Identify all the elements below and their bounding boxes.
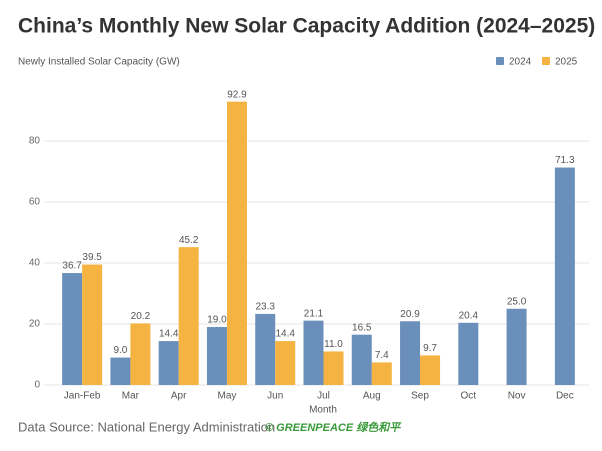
bar <box>554 167 575 385</box>
y-axis-label: Newly Installed Solar Capacity (GW) <box>18 57 180 68</box>
value-label: 71.3 <box>555 155 575 166</box>
value-label: 36.7 <box>62 261 82 272</box>
value-label: 45.2 <box>179 235 199 246</box>
bar <box>351 334 372 385</box>
value-label: 20.4 <box>459 310 479 321</box>
bar <box>62 273 83 385</box>
value-label: 92.9 <box>227 89 247 100</box>
x-tick-label: Dec <box>556 391 574 402</box>
x-tick-label: Aug <box>363 391 381 402</box>
legend-label: 2025 <box>555 57 578 68</box>
value-label: 19.0 <box>207 315 227 326</box>
x-tick-label: May <box>218 391 237 402</box>
x-axis-label: Month <box>309 405 337 416</box>
value-label: 20.9 <box>400 309 420 320</box>
x-tick-label: Jun <box>267 391 283 402</box>
bar <box>323 351 344 385</box>
y-tick-label: 80 <box>29 136 41 147</box>
bar <box>420 355 441 385</box>
legend-swatch <box>496 57 504 65</box>
logo: © GREENPEACE 绿色和平 <box>265 421 402 434</box>
bar <box>110 357 131 385</box>
value-label: 7.4 <box>375 350 389 361</box>
y-tick-label: 60 <box>29 197 41 208</box>
value-label: 14.4 <box>159 329 179 340</box>
bar <box>178 247 199 385</box>
value-label: 14.4 <box>275 329 295 340</box>
chart-title: China’s Monthly New Solar Capacity Addit… <box>18 15 595 38</box>
value-label: 16.5 <box>352 322 372 333</box>
value-label: 25.0 <box>507 296 527 307</box>
y-tick-label: 40 <box>29 258 41 269</box>
bar <box>130 323 151 385</box>
bar <box>303 320 324 385</box>
x-tick-label: Jul <box>317 391 330 402</box>
bar <box>275 341 296 385</box>
legend-swatch <box>542 57 550 65</box>
value-label: 23.3 <box>255 302 275 313</box>
x-tick-label: Mar <box>122 391 140 402</box>
x-tick-label: Sep <box>411 391 429 402</box>
source: Data Source: National Energy Administrat… <box>18 419 275 434</box>
bar <box>400 321 421 385</box>
bar <box>206 327 227 385</box>
bar <box>226 101 247 385</box>
bar <box>158 341 179 385</box>
x-tick-label: Oct <box>461 391 477 402</box>
bar <box>255 313 276 385</box>
bar <box>506 308 527 385</box>
value-label: 9.7 <box>423 343 437 354</box>
value-label: 39.5 <box>82 252 102 263</box>
value-label: 11.0 <box>324 339 343 350</box>
legend-label: 2024 <box>509 57 532 68</box>
value-label: 20.2 <box>131 311 151 322</box>
y-tick-label: 20 <box>29 319 41 330</box>
value-label: 9.0 <box>113 345 127 356</box>
bar <box>82 264 103 385</box>
bar <box>371 362 392 385</box>
value-label: 21.1 <box>304 308 324 319</box>
x-tick-label: Apr <box>171 391 187 402</box>
bar <box>458 322 479 385</box>
x-tick-label: Jan-Feb <box>64 391 101 402</box>
y-tick-label: 0 <box>34 380 40 391</box>
x-tick-label: Nov <box>508 391 526 402</box>
